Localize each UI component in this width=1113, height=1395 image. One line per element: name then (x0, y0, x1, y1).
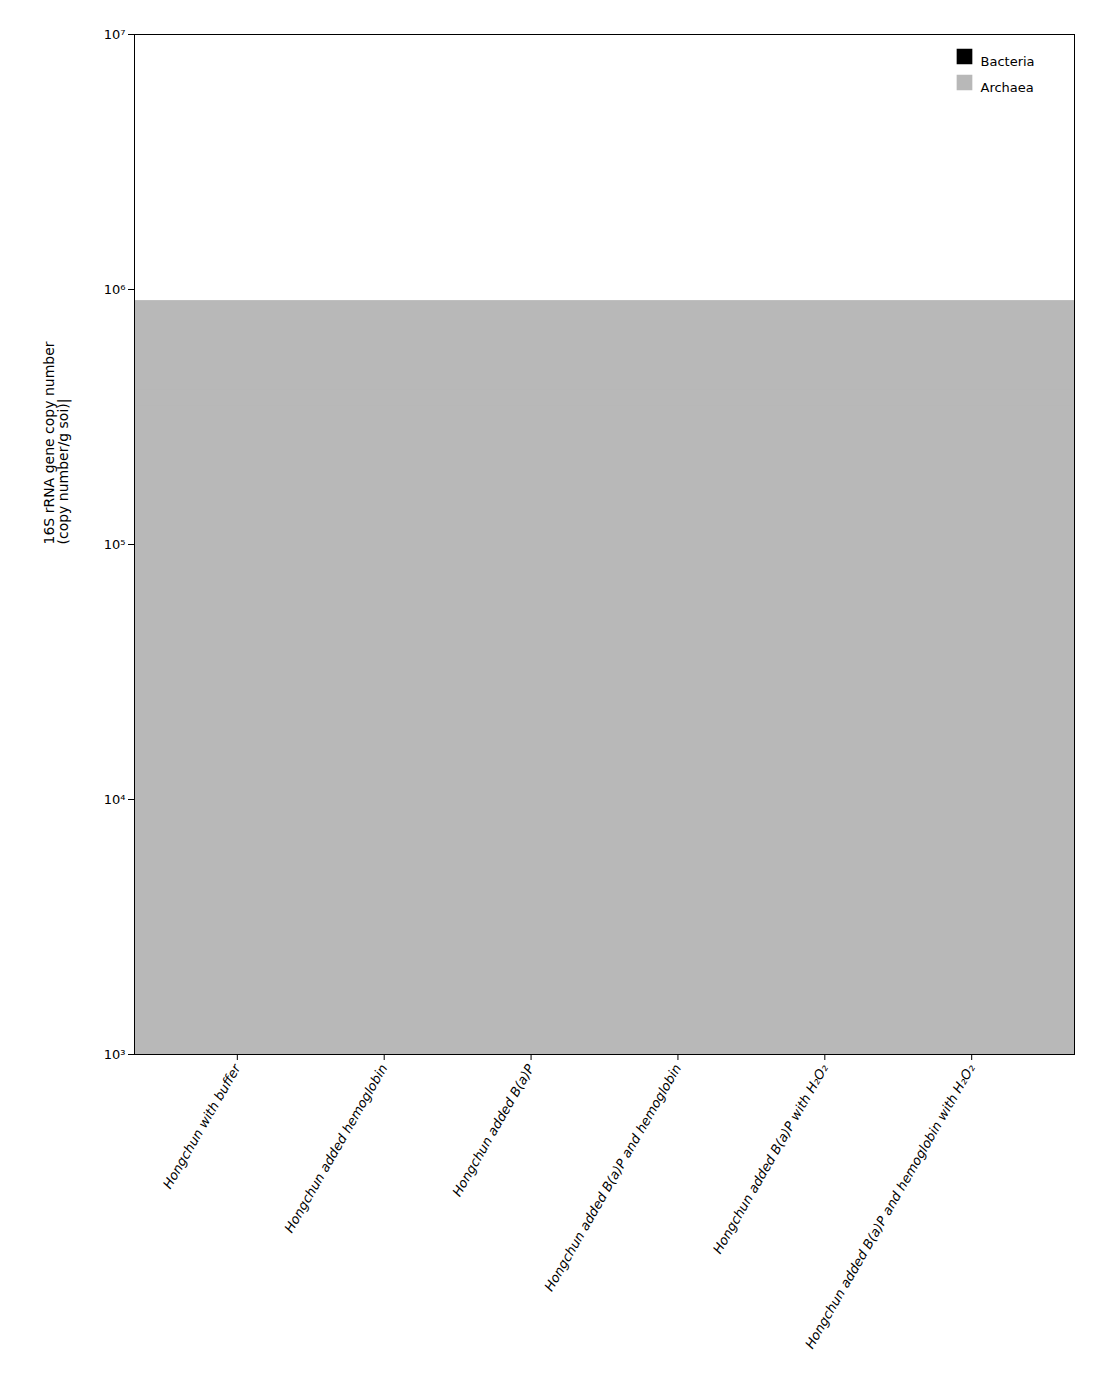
svg-text:Hongchun with buffer: Hongchun with buffer (160, 1060, 244, 1191)
svg-text:Hongchun added B(a)P and hemog: Hongchun added B(a)P and hemoglobin with… (802, 1062, 978, 1352)
svg-text:Hongchun added B(a)P and hemog: Hongchun added B(a)P and hemoglobin (541, 1062, 684, 1294)
svg-text:10³: 10³ (104, 1047, 126, 1062)
svg-text:10⁶: 10⁶ (104, 282, 126, 297)
svg-text:Bacteria: Bacteria (981, 54, 1035, 69)
svg-text:Hongchun added B(a)P with H₂O₂: Hongchun added B(a)P with H₂O₂ (710, 1062, 831, 1257)
svg-text:10⁴: 10⁴ (104, 792, 126, 807)
svg-text:16S rRNA gene copy number(copy: 16S rRNA gene copy number(copy number/g … (41, 341, 72, 544)
svg-text:Hongchun added hemoglobin: Hongchun added hemoglobin (281, 1062, 390, 1236)
svg-text:Hongchun added B(a)P: Hongchun added B(a)P (449, 1061, 537, 1198)
svg-text:Archaea: Archaea (981, 80, 1034, 95)
svg-text:10⁷: 10⁷ (104, 27, 126, 42)
svg-text:10⁵: 10⁵ (104, 537, 126, 552)
